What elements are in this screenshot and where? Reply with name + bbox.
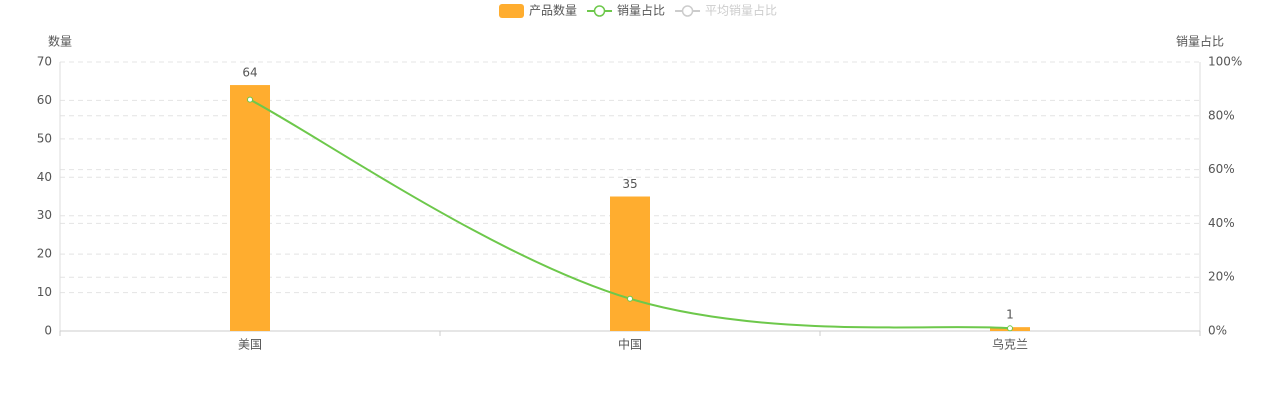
legend-label[interactable]: 产品数量 [529,3,577,18]
legend-swatch [499,4,524,18]
bar [610,196,650,331]
line-point [627,295,633,302]
y-tick-label: 50 [37,131,52,145]
x-tick-label: 美国 [238,338,262,352]
y-tick-label: 10 [37,285,52,299]
y2-tick-label: 100% [1208,55,1242,69]
y-tick-label: 30 [37,208,52,222]
line-point [1007,325,1013,332]
y2-tick-label: 0% [1208,324,1227,338]
y-tick-label: 60 [37,93,52,107]
data-label: 64 [242,66,257,80]
legend-swatch [593,5,606,17]
y2-tick-label: 40% [1208,216,1235,230]
bar [230,85,270,331]
y2-axis-title: 销量占比 [1176,34,1224,49]
x-tick-label: 乌克兰 [992,337,1028,352]
y-tick-label: 20 [37,247,52,261]
y2-tick-label: 20% [1208,270,1235,284]
y2-tick-label: 80% [1208,108,1235,122]
data-label: 1 [1006,308,1014,322]
data-label: 35 [622,177,637,191]
x-tick-label: 中国 [618,337,642,352]
y2-tick-label: 60% [1208,162,1235,176]
y-axis-title: 数量 [48,34,72,49]
legend-swatch [681,5,694,17]
y-tick-label: 70 [37,55,52,69]
legend-label[interactable]: 销量占比 [617,3,665,18]
y-tick-label: 0 [44,324,52,338]
line-point [247,96,253,103]
y-tick-label: 40 [37,170,52,184]
legend-label[interactable]: 平均销量占比 [705,3,777,18]
